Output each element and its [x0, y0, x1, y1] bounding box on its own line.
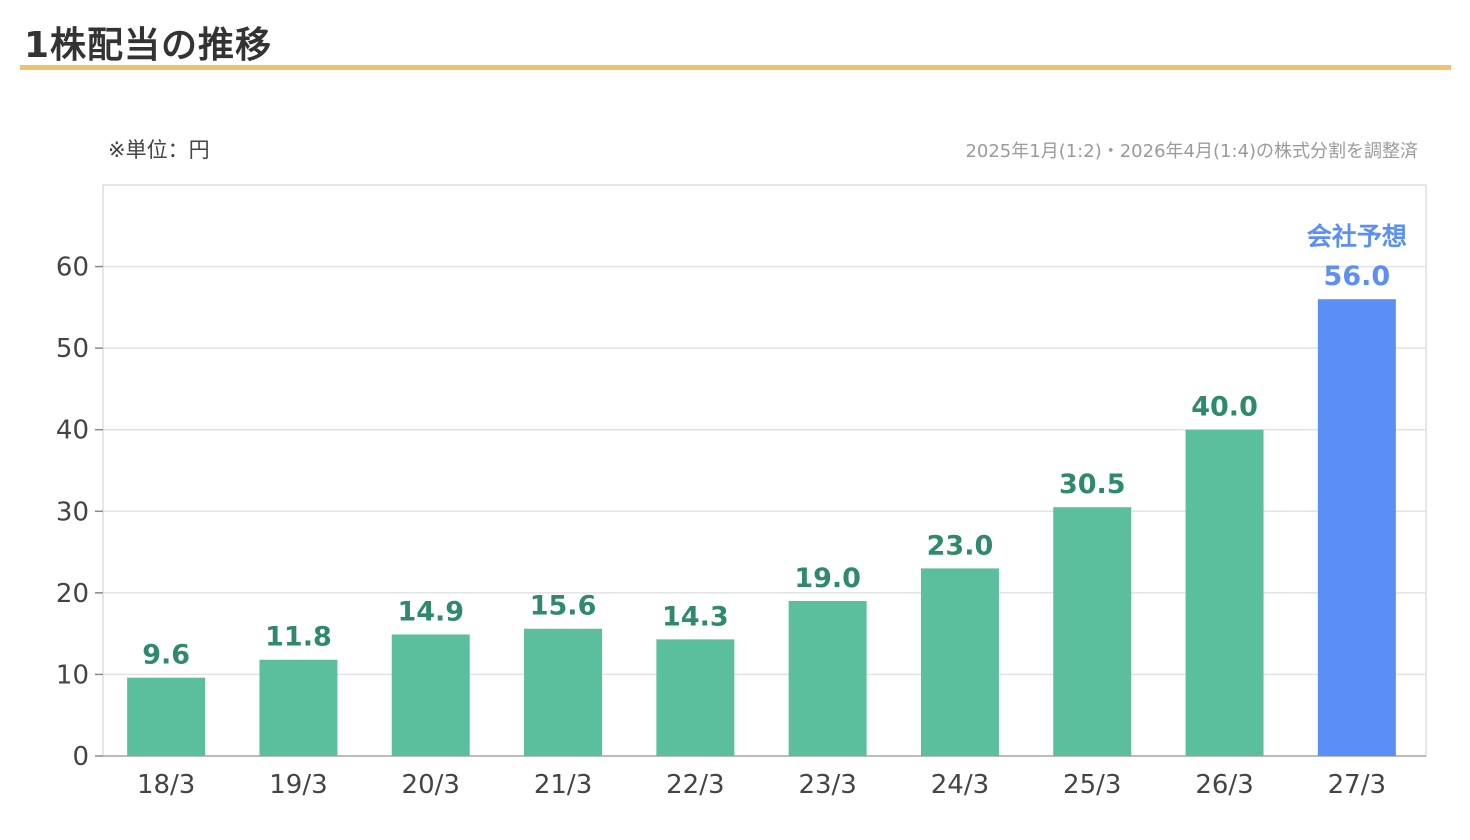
bar-26-3	[1185, 429, 1264, 756]
x-tick-label-23-3: 23/3	[798, 770, 856, 800]
unit-note: ※単位：円	[108, 138, 210, 162]
x-tick-label-26-3: 26/3	[1195, 770, 1253, 800]
y-tick-label-10: 10	[56, 660, 89, 690]
page-title: 1株配当の推移	[24, 25, 273, 66]
value-label-26-3: 40.0	[1191, 392, 1258, 423]
y-tick-label-20: 20	[56, 579, 89, 609]
y-tick-label-60: 60	[56, 253, 89, 283]
stock-split-note: 2025年1月(1:2)・2026年4月(1:4)の株式分割を調整済	[965, 141, 1418, 162]
bar-20-3	[391, 634, 470, 756]
forecast-label: 会社予想	[1307, 222, 1407, 251]
y-tick-label-30: 30	[56, 497, 89, 527]
x-tick-label-22-3: 22/3	[666, 770, 724, 800]
y-tick-label-0: 0	[72, 742, 89, 772]
x-tick-label-21-3: 21/3	[534, 770, 592, 800]
bar-22-3	[656, 639, 735, 756]
x-tick-label-25-3: 25/3	[1063, 770, 1121, 800]
x-tick-label-19-3: 19/3	[269, 770, 327, 800]
bar-24-3	[920, 568, 999, 756]
title-underline	[20, 65, 1451, 70]
value-label-22-3: 14.3	[662, 601, 729, 632]
x-tick-label-18-3: 18/3	[137, 770, 195, 800]
value-label-18-3: 9.6	[142, 640, 190, 671]
value-label-19-3: 11.8	[265, 622, 332, 653]
value-label-20-3: 14.9	[397, 596, 464, 627]
x-tick-label-24-3: 24/3	[931, 770, 989, 800]
bar-21-3	[524, 628, 603, 756]
y-tick-label-40: 40	[56, 416, 89, 446]
bar-25-3	[1053, 507, 1132, 756]
bar-27-3	[1317, 299, 1396, 756]
y-tick-label-50: 50	[56, 334, 89, 364]
bar-19-3	[259, 659, 338, 756]
value-label-24-3: 23.0	[927, 530, 994, 561]
x-tick-label-20-3: 20/3	[402, 770, 460, 800]
value-label-27-3: 56.0	[1324, 261, 1391, 292]
x-tick-label-27-3: 27/3	[1328, 770, 1386, 800]
bar-23-3	[788, 601, 867, 756]
bar-18-3	[127, 677, 206, 756]
value-label-23-3: 19.0	[794, 563, 861, 594]
value-label-21-3: 15.6	[530, 591, 597, 622]
value-label-25-3: 30.5	[1059, 469, 1126, 500]
